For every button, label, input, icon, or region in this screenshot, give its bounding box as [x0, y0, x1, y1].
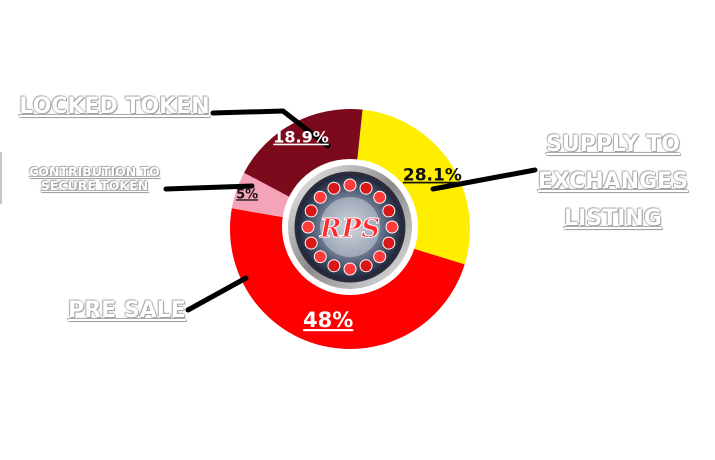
logo-bead-icon — [313, 190, 327, 204]
slice-label-pre-sale: 48% — [303, 308, 353, 332]
logo-bead-icon — [327, 259, 341, 273]
label-locked-token: LOCKED TOKEN — [19, 94, 210, 119]
logo-text: RPS — [319, 214, 380, 244]
logo-bead-icon — [359, 259, 373, 273]
callout-line-presale — [185, 275, 249, 313]
logo-bead-icon — [304, 204, 318, 218]
logo-bead-icon — [304, 236, 318, 250]
label-supply-to-exchanges: SUPPLY TO EXCHANGES LISTING — [537, 132, 689, 231]
left-edge-bar — [0, 152, 2, 204]
label-contribution-secure-token: CONTRIBUTION TO SECURE TOKEN — [29, 164, 160, 194]
logo-bead-icon — [373, 190, 387, 204]
slice-label-supply-to-exchanges-listing: 28.1% — [403, 166, 462, 186]
label-pre-sale: PRE SALE — [68, 298, 186, 323]
logo-bead-icon — [343, 178, 357, 192]
logo-bead-icon — [385, 220, 399, 234]
callout-line-locked — [210, 108, 331, 149]
callout-lines — [163, 108, 538, 313]
logo-bead-icon — [301, 220, 315, 234]
logo-bead-icon — [382, 204, 396, 218]
logo-bead-icon — [343, 262, 357, 276]
slice-supply-to-exchanges-listing — [356, 109, 471, 265]
logo-bead-icon — [327, 181, 341, 195]
callout-line-supply — [430, 167, 538, 192]
logo-bead-icon — [373, 250, 387, 264]
rps-coin-logo-icon: RPS — [282, 159, 418, 295]
logo-bead-icon — [313, 250, 327, 264]
slice-locked-token — [244, 109, 363, 199]
logo-bead-icon — [359, 181, 373, 195]
slice-label-contribution-to-secure-token: 5% — [236, 187, 258, 202]
logo-bead-icon — [382, 236, 396, 250]
slice-label-locked-token: 18.9% — [273, 128, 329, 147]
callout-line-contrib — [163, 183, 255, 192]
slice-pre-sale — [230, 208, 465, 350]
